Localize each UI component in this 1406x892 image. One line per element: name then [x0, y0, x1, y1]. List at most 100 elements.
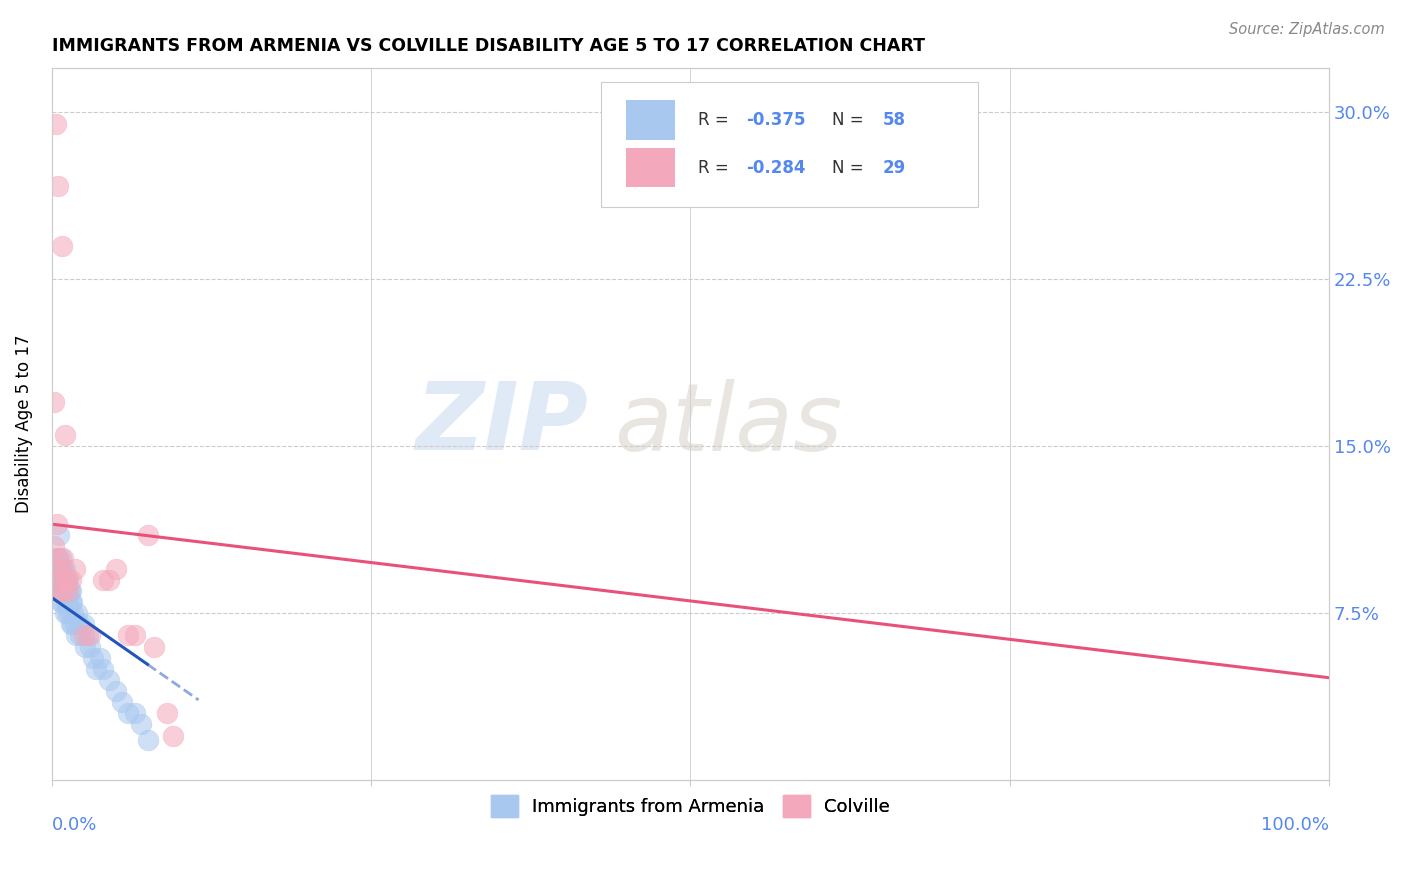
Point: [49, 562, 72, 576]
Point: [89, 650, 111, 665]
Point: [76, 628, 98, 642]
FancyBboxPatch shape: [600, 82, 977, 207]
Point: [44, 562, 66, 576]
Text: 100.0%: 100.0%: [1261, 815, 1329, 834]
Point: [98, 573, 121, 587]
Point: [46, 562, 69, 576]
Point: [142, 640, 165, 654]
Point: [45, 517, 67, 532]
Point: [45, 550, 67, 565]
Point: [53, 583, 76, 598]
Point: [51, 583, 73, 598]
Point: [59, 606, 82, 620]
Point: [53, 562, 76, 576]
Point: [82, 650, 104, 665]
Text: 0.0%: 0.0%: [52, 815, 97, 834]
Point: [124, 628, 146, 642]
Point: [56, 583, 79, 598]
Point: [66, 606, 89, 620]
FancyBboxPatch shape: [627, 148, 675, 187]
Point: [45, 573, 67, 587]
Point: [58, 583, 80, 598]
Point: [51, 595, 73, 609]
Point: [46, 583, 69, 598]
Text: Source: ZipAtlas.com: Source: ZipAtlas.com: [1229, 22, 1385, 37]
Point: [69, 628, 91, 642]
Point: [63, 562, 86, 576]
Point: [104, 684, 127, 698]
Point: [117, 628, 139, 642]
Point: [52, 583, 75, 598]
Point: [49, 573, 72, 587]
Point: [67, 617, 90, 632]
Point: [53, 606, 76, 620]
Point: [48, 573, 70, 587]
Point: [59, 583, 82, 598]
Point: [49, 562, 72, 576]
Text: -0.284: -0.284: [747, 159, 806, 177]
Point: [59, 583, 82, 598]
Point: [56, 606, 79, 620]
Point: [53, 428, 76, 442]
Point: [53, 573, 76, 587]
Point: [49, 595, 72, 609]
Point: [58, 595, 80, 609]
Point: [73, 617, 96, 632]
Point: [136, 528, 159, 542]
Point: [48, 528, 70, 542]
Point: [49, 550, 72, 565]
Point: [60, 595, 83, 609]
Point: [51, 573, 73, 587]
Point: [111, 695, 134, 709]
Point: [79, 628, 101, 642]
Point: [129, 717, 152, 731]
Text: -0.375: -0.375: [747, 111, 806, 129]
Point: [59, 617, 82, 632]
Point: [98, 673, 121, 687]
Point: [46, 550, 69, 565]
Point: [53, 573, 76, 587]
Point: [62, 606, 84, 620]
Point: [48, 583, 70, 598]
Point: [73, 628, 96, 642]
Point: [51, 583, 73, 598]
Point: [91, 573, 114, 587]
Text: R =: R =: [697, 111, 734, 129]
Point: [162, 729, 184, 743]
Point: [104, 562, 127, 576]
Point: [73, 640, 96, 654]
Text: ZIP: ZIP: [415, 378, 588, 470]
Point: [44, 394, 66, 409]
Point: [59, 573, 82, 587]
Point: [59, 595, 82, 609]
Point: [45, 562, 67, 576]
Text: N =: N =: [832, 111, 869, 129]
Legend: Immigrants from Armenia, Colville: Immigrants from Armenia, Colville: [484, 788, 897, 824]
Point: [52, 562, 75, 576]
Point: [55, 595, 77, 609]
Point: [46, 550, 69, 565]
Y-axis label: Disability Age 5 to 17: Disability Age 5 to 17: [15, 334, 32, 513]
Text: IMMIGRANTS FROM ARMENIA VS COLVILLE DISABILITY AGE 5 TO 17 CORRELATION CHART: IMMIGRANTS FROM ARMENIA VS COLVILLE DISA…: [52, 37, 925, 55]
Point: [45, 583, 67, 598]
Point: [156, 706, 179, 721]
Point: [56, 573, 79, 587]
Point: [63, 617, 86, 632]
Point: [124, 706, 146, 721]
Point: [65, 628, 87, 642]
Point: [45, 117, 67, 131]
Point: [51, 562, 73, 576]
Point: [44, 540, 66, 554]
Text: 29: 29: [883, 159, 907, 177]
FancyBboxPatch shape: [627, 101, 675, 139]
Text: atlas: atlas: [613, 378, 842, 469]
Point: [91, 662, 114, 676]
Point: [79, 640, 101, 654]
Point: [46, 178, 69, 193]
Point: [60, 617, 83, 632]
Point: [55, 573, 77, 587]
Text: N =: N =: [832, 159, 869, 177]
Point: [86, 662, 108, 676]
Point: [49, 583, 72, 598]
Point: [52, 550, 75, 565]
